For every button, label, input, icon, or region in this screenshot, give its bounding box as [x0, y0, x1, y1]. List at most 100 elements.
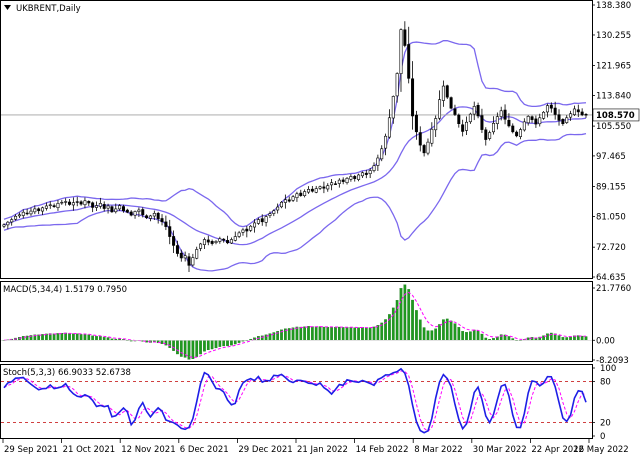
candle [372, 162, 376, 173]
candle-body [499, 110, 503, 117]
candle-body [376, 157, 380, 166]
candle [438, 90, 442, 121]
candle [468, 112, 472, 124]
stoch-tick-label: 0 [600, 432, 605, 442]
candle [387, 109, 391, 139]
macd-histogram-bar [172, 340, 175, 351]
candle [206, 235, 210, 246]
candle [256, 217, 260, 225]
candle-body [2, 224, 6, 227]
macd-histogram-bar [291, 327, 295, 341]
candle [476, 102, 480, 119]
candle [276, 203, 280, 214]
candle-body [222, 238, 226, 241]
candle [542, 111, 546, 120]
candle-body [395, 73, 399, 97]
candle [95, 201, 98, 211]
candle-body [206, 239, 210, 243]
date-tick-label: 22 Apr 2022 [531, 445, 584, 455]
candle-body [98, 203, 102, 207]
macd-histogram-bar [222, 340, 226, 347]
candle [518, 127, 522, 140]
stoch-main-line [3, 367, 587, 434]
candle [549, 102, 553, 113]
candle [291, 194, 295, 203]
macd-histogram-bar [79, 334, 83, 341]
macd-histogram-bar [176, 340, 179, 355]
current-price-label: 108.570 [596, 111, 635, 121]
candle [125, 208, 129, 214]
candle [507, 113, 511, 128]
candle [441, 80, 445, 107]
triangle-down-icon[interactable] [4, 5, 11, 10]
candle [403, 21, 407, 48]
candle [91, 201, 95, 213]
macd-histogram-bar [214, 340, 218, 349]
candle [399, 28, 403, 92]
macd-histogram-bar [399, 288, 403, 341]
candle-body [110, 206, 114, 213]
candle-body [576, 109, 580, 113]
bollinger-lower-line [3, 132, 587, 272]
candle [48, 201, 52, 209]
candle-body [476, 105, 480, 117]
candle-body [102, 204, 106, 209]
candle [44, 202, 48, 211]
candle-body [283, 199, 287, 203]
price-tick-label: 97.465 [596, 152, 626, 162]
candle [52, 203, 56, 208]
macd-histogram-bar [75, 333, 79, 341]
candle-body [156, 212, 160, 220]
stoch-tick-label: 100 [600, 364, 616, 374]
macd-histogram-bar [438, 324, 441, 341]
macd-histogram-bar [64, 332, 68, 341]
candle-body [572, 108, 576, 115]
candle-body [56, 203, 60, 208]
candle-body [333, 183, 337, 185]
macd-histogram-bar [411, 299, 414, 341]
candle [195, 246, 199, 260]
candle [199, 242, 203, 252]
candle [29, 207, 33, 216]
candle-body [183, 255, 187, 259]
candle [114, 203, 118, 214]
candle-body [422, 145, 426, 154]
candle [384, 133, 388, 156]
candle-body [360, 172, 364, 177]
macd-histogram-bar [83, 334, 87, 341]
candle-body [368, 170, 372, 175]
candle [341, 177, 345, 185]
macd-histogram-bar [218, 340, 222, 347]
stoch-panel [0, 364, 593, 439]
candle [545, 103, 549, 118]
candle-body [91, 202, 95, 208]
candle [553, 101, 557, 120]
candle-body [542, 111, 546, 119]
macd-histogram-bar [472, 329, 476, 341]
candle [137, 207, 141, 218]
candle-body [44, 205, 48, 209]
candle-body [218, 238, 222, 242]
candle-body [553, 107, 557, 115]
price-tick-label: 105.550 [596, 122, 631, 132]
macd-histogram-bar [179, 340, 183, 357]
candle [268, 211, 272, 218]
candle [191, 253, 195, 267]
price-tick-label: 89.155 [596, 183, 626, 193]
candle-body [584, 114, 588, 116]
candle-body [168, 226, 172, 237]
candle-body [507, 119, 511, 127]
candle [484, 127, 488, 146]
candle-body [565, 117, 569, 123]
current-price-tag [592, 108, 640, 122]
macd-histogram-bar [337, 326, 341, 341]
candle-body [353, 176, 357, 179]
candle [330, 178, 334, 191]
candle [110, 205, 114, 213]
candle [210, 239, 214, 246]
candle-body [341, 179, 345, 182]
candle-body [303, 191, 307, 196]
candle [10, 217, 14, 226]
candle [102, 201, 106, 212]
macd-histogram-bar [164, 340, 168, 346]
